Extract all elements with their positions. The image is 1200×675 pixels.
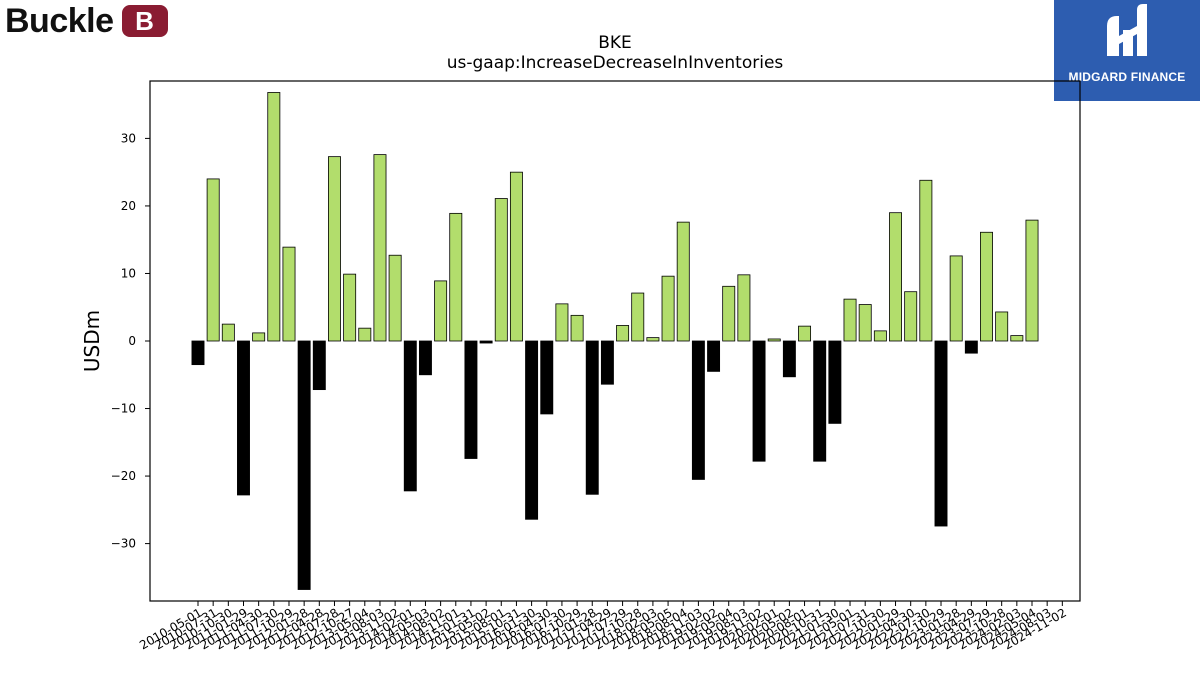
brand-wordmark: Buckle bbox=[5, 2, 114, 40]
bar bbox=[191, 340, 205, 366]
bar bbox=[540, 340, 554, 415]
bar bbox=[676, 221, 690, 342]
bar bbox=[418, 340, 432, 376]
bar bbox=[555, 303, 569, 342]
bar bbox=[343, 273, 357, 342]
bar bbox=[980, 231, 993, 342]
bar bbox=[206, 178, 220, 342]
y-tick-label: 30 bbox=[121, 131, 136, 145]
bar bbox=[995, 311, 1009, 342]
bar bbox=[297, 340, 311, 590]
bar bbox=[388, 254, 402, 342]
bar bbox=[600, 340, 614, 385]
chart-subtitle: us-gaap:IncreaseDecreaseInInventories bbox=[447, 53, 784, 73]
y-tick-label: −30 bbox=[111, 537, 136, 551]
bar bbox=[358, 327, 372, 342]
bar bbox=[919, 179, 933, 342]
bar bbox=[813, 340, 827, 462]
bar bbox=[631, 292, 645, 342]
bar bbox=[691, 340, 705, 480]
bar bbox=[464, 340, 478, 459]
bar bbox=[828, 340, 842, 424]
bar bbox=[449, 212, 463, 342]
bars-layer bbox=[191, 92, 1039, 590]
bar bbox=[585, 340, 599, 495]
watermark-logo: MIDGARD FINANCE bbox=[1054, 0, 1200, 101]
y-tick-label: 10 bbox=[121, 266, 136, 280]
bar bbox=[221, 323, 235, 342]
y-axis: −30 −20 −10 0 10 20 30 bbox=[111, 131, 150, 551]
y-tick-label: −10 bbox=[111, 402, 136, 416]
bar bbox=[252, 332, 266, 342]
bar bbox=[1010, 335, 1024, 342]
bar bbox=[873, 330, 887, 342]
bar bbox=[782, 340, 796, 378]
watermark-mark-icon bbox=[1107, 4, 1147, 56]
bar bbox=[373, 154, 387, 342]
bar bbox=[949, 255, 963, 342]
bar bbox=[843, 298, 857, 342]
watermark-text: MIDGARD FINANCE bbox=[1068, 70, 1186, 84]
bar bbox=[737, 274, 751, 342]
bar bbox=[767, 338, 781, 342]
bar bbox=[889, 212, 902, 342]
bar bbox=[798, 325, 812, 342]
bar bbox=[904, 291, 918, 342]
bar bbox=[646, 337, 660, 342]
x-axis: 2010-05-012010-07-312010-10-302011-01-29… bbox=[137, 601, 1069, 652]
y-tick-label: 20 bbox=[121, 199, 136, 213]
bar bbox=[722, 285, 736, 342]
bar bbox=[434, 280, 448, 342]
bar bbox=[312, 340, 326, 391]
bar bbox=[752, 340, 766, 462]
bar bbox=[964, 340, 978, 354]
bar bbox=[525, 340, 539, 520]
y-tick-label: 0 bbox=[128, 334, 136, 348]
bar bbox=[328, 156, 341, 342]
bar bbox=[934, 340, 948, 527]
bar bbox=[237, 340, 250, 496]
bar bbox=[570, 314, 584, 342]
y-axis-label: USDm bbox=[80, 310, 104, 372]
bar bbox=[509, 171, 523, 342]
chart-title: BKE bbox=[598, 33, 632, 53]
bar bbox=[267, 92, 281, 342]
bar bbox=[661, 275, 675, 342]
bar bbox=[494, 198, 508, 342]
bar bbox=[616, 325, 630, 342]
brand-badge-icon: B bbox=[121, 5, 168, 37]
y-tick-label: −20 bbox=[111, 469, 136, 483]
bar bbox=[479, 340, 493, 344]
bar bbox=[403, 340, 417, 492]
bar bbox=[1025, 219, 1039, 342]
bar bbox=[707, 340, 721, 372]
brand-logo: Buckle B bbox=[5, 4, 168, 38]
bar bbox=[858, 304, 872, 342]
bar bbox=[282, 246, 296, 342]
